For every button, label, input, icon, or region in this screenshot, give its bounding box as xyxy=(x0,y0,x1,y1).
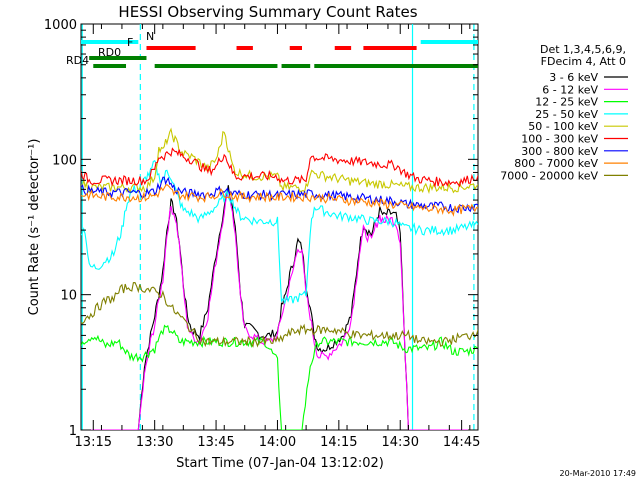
series-line xyxy=(81,282,478,348)
legend-entry-label: 3 - 6 keV xyxy=(549,71,598,84)
x-axis: 13:15 13:30 13:45 14:00 14:15 14:30 14:45 xyxy=(75,24,480,450)
flag-label: N xyxy=(146,30,154,43)
legend-entry-label: 7000 - 20000 keV xyxy=(500,169,598,182)
y-tick-label: 100 xyxy=(52,153,77,168)
x-tick-label: 13:30 xyxy=(136,435,173,450)
x-tick-label: 13:15 xyxy=(75,435,112,450)
x-axis-label: Start Time (07-Jan-04 13:12:02) xyxy=(176,456,384,471)
flag-label: RD0 xyxy=(98,46,121,59)
series-line xyxy=(81,193,478,430)
y-axis-label: Count Rate (s⁻¹ detector⁻¹) xyxy=(27,139,42,316)
legend-header: FDecim 4, Att 0 xyxy=(541,55,626,68)
y-tick-label: 10 xyxy=(60,289,77,304)
series-line xyxy=(81,183,478,217)
legend-entry-label: 300 - 800 keV xyxy=(521,145,598,158)
x-tick-label: 13:45 xyxy=(197,435,234,450)
chart-title: HESSI Observing Summary Count Rates xyxy=(118,3,417,21)
series-line xyxy=(81,324,478,430)
x-tick-label: 14:15 xyxy=(320,435,357,450)
series-lines xyxy=(81,127,478,430)
legend-entry-label: 12 - 25 keV xyxy=(535,96,598,109)
x-tick-label: 14:45 xyxy=(443,435,480,450)
flag-label: RD4 xyxy=(66,54,89,67)
series-line xyxy=(81,185,478,430)
legend-entry-label: 25 - 50 keV xyxy=(535,108,598,121)
y-tick-label: 1000 xyxy=(44,18,77,33)
y-axis: 1 10 100 1000 xyxy=(44,18,478,439)
legend-entry-label: 800 - 7000 keV xyxy=(514,157,598,170)
y-tick-label: 1 xyxy=(69,424,77,439)
footer-timestamp: 20-Mar-2010 17:49 xyxy=(560,469,637,478)
x-tick-label: 14:00 xyxy=(259,435,296,450)
legend-entry-label: 100 - 300 keV xyxy=(521,133,598,146)
x-tick-label: 14:30 xyxy=(382,435,419,450)
series-line xyxy=(81,176,478,214)
legend: Det 1,3,4,5,6,9,FDecim 4, Att 0 3 - 6 keV… xyxy=(500,43,628,182)
legend-header: Det 1,3,4,5,6,9, xyxy=(540,43,626,56)
legend-entry-label: 6 - 12 keV xyxy=(542,83,598,96)
legend-entry-label: 50 - 100 keV xyxy=(528,120,598,133)
plot-frame xyxy=(80,23,479,431)
flag-label: F xyxy=(127,36,133,49)
observing-flags: NF RD0 RD4 xyxy=(66,30,478,68)
series-line xyxy=(81,147,478,188)
